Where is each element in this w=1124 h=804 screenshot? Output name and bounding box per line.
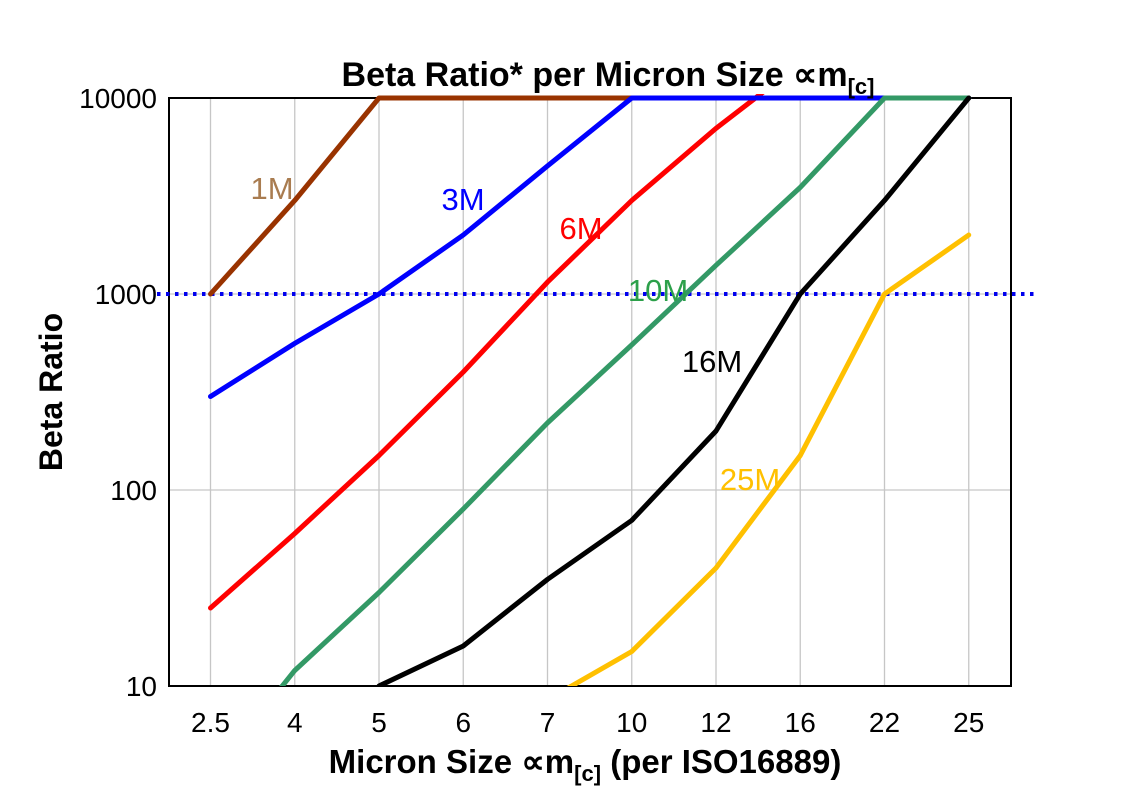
series-label-1M: 1M — [250, 171, 293, 206]
y-tick-10: 10 — [126, 671, 157, 702]
series-line-3M — [208, 95, 972, 399]
y-tick-1000: 1000 — [95, 279, 157, 310]
series-label-16M: 16M — [682, 344, 742, 379]
x-tick-25: 25 — [953, 707, 984, 738]
y-axis-title: Beta Ratio — [33, 313, 69, 471]
series-label-10M: 10M — [628, 273, 688, 308]
x-tick-5: 5 — [371, 707, 387, 738]
series-label-3M: 3M — [441, 182, 484, 217]
x-tick-2.5: 2.5 — [191, 707, 230, 738]
x-tick-12: 12 — [700, 707, 731, 738]
series-label-25M: 25M — [720, 462, 780, 497]
series-line-6M — [208, 94, 765, 611]
x-tick-22: 22 — [869, 707, 900, 738]
chart-title: Beta Ratio* per Micron Size ∝m[c] — [342, 56, 875, 99]
y-tick-100: 100 — [110, 475, 157, 506]
x-tick-6: 6 — [455, 707, 471, 738]
series-line-10M — [279, 95, 972, 686]
x-tick-16: 16 — [785, 707, 816, 738]
x-axis-title: Micron Size ∝m[c] (per ISO16889) — [329, 743, 842, 786]
y-tick-10000: 10000 — [79, 83, 157, 114]
x-tick-10: 10 — [616, 707, 647, 738]
series-line-16M — [376, 95, 972, 686]
series-label-6M: 6M — [559, 211, 602, 246]
x-tick-7: 7 — [540, 707, 556, 738]
x-tick-4: 4 — [287, 707, 303, 738]
series-line-25M — [566, 232, 972, 686]
